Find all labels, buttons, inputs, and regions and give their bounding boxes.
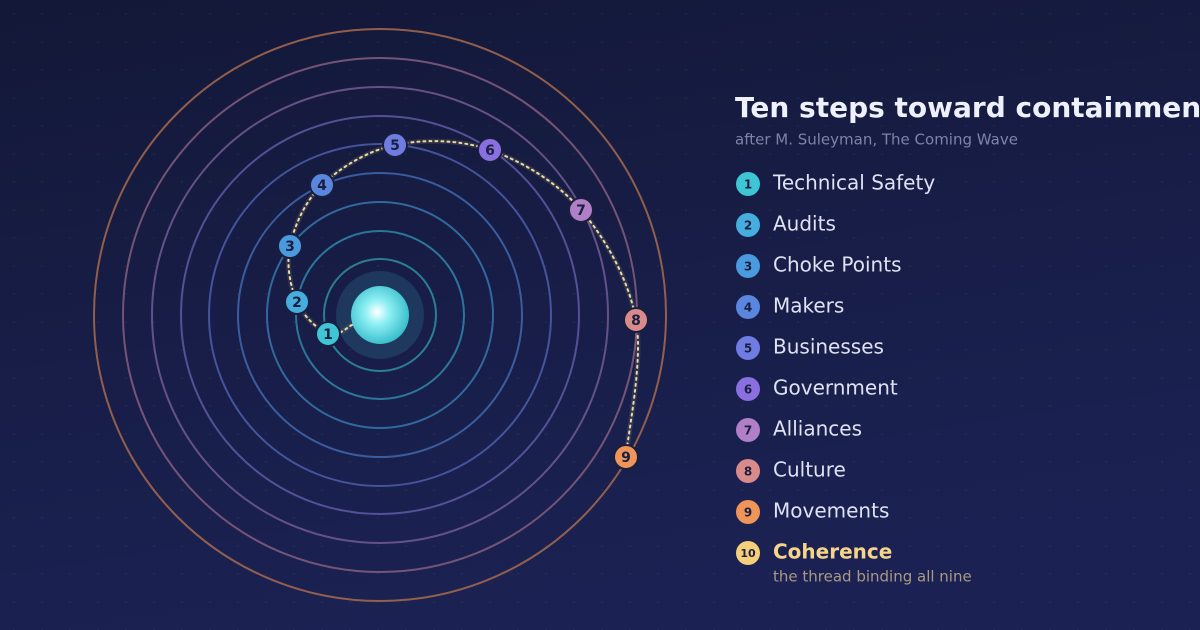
ring (237, 172, 523, 458)
legend-label: Culture (773, 458, 846, 482)
legend-badge-number: 1 (744, 178, 752, 192)
legend-badge-number: 5 (744, 342, 752, 356)
step-node (315, 321, 341, 347)
step-node-number: 2 (292, 295, 302, 311)
step-node-number: 9 (621, 450, 631, 466)
legend-badge-number: 6 (744, 383, 752, 397)
nodes: 1 2 3 4 5 6 7 8 9 (277, 132, 649, 470)
legend-label: Government (773, 376, 898, 400)
step-node-number: 6 (485, 143, 495, 159)
step-node-number: 1 (323, 327, 333, 343)
legend-label: Alliances (773, 417, 862, 441)
legend-badge (736, 254, 760, 278)
legend-badge (736, 541, 760, 565)
ring (180, 115, 580, 515)
legend-badge-number: 2 (744, 219, 752, 233)
title: Ten steps toward containment (735, 91, 1200, 124)
step-node (477, 137, 503, 163)
step-node (623, 307, 649, 333)
step-node-number: 7 (576, 203, 586, 219)
step-node (309, 172, 335, 198)
legend-badge-number: 3 (744, 260, 752, 274)
legend-badge-number: 9 (744, 506, 752, 520)
legend-badge-number: 10 (740, 547, 756, 560)
legend-badge (736, 336, 760, 360)
legend-label: Technical Safety (772, 171, 935, 195)
legend-badge (736, 459, 760, 483)
legend-note: the thread binding all nine (773, 568, 972, 586)
ring (151, 86, 609, 544)
rings (93, 28, 667, 602)
legend-label: Audits (773, 212, 836, 236)
legend-label: Choke Points (773, 253, 902, 277)
legend-label: Businesses (773, 335, 884, 359)
step-node (277, 233, 303, 259)
legend-badge (736, 418, 760, 442)
core (351, 286, 409, 344)
ring (208, 143, 552, 487)
legend-label: Coherence (773, 540, 892, 564)
subtitle: after M. Suleyman, The Coming Wave (735, 131, 1018, 149)
step-node-number: 8 (631, 313, 641, 329)
legend-badge (736, 377, 760, 401)
step-node (613, 444, 639, 470)
step-node-number: 5 (390, 138, 400, 154)
ring (295, 230, 465, 400)
legend-badge (736, 172, 760, 196)
step-node (568, 197, 594, 223)
step-node-number: 4 (317, 178, 327, 194)
ring (93, 28, 667, 602)
legend-badge-number: 7 (744, 424, 752, 438)
step-node (382, 132, 408, 158)
ring (323, 258, 437, 372)
legend-badge-number: 8 (744, 465, 752, 479)
legend-badge-number: 4 (744, 301, 752, 315)
ring (266, 201, 494, 429)
legend-badge (736, 295, 760, 319)
legend-badge (736, 213, 760, 237)
legend-label: Makers (773, 294, 844, 318)
legend-label: Movements (773, 499, 889, 523)
legend: 1 Technical Safety 2 Audits 3 Choke Points 4 Ma… (736, 171, 972, 586)
step-node (284, 289, 310, 315)
legend-badge (736, 500, 760, 524)
step-node-number: 3 (285, 239, 295, 255)
